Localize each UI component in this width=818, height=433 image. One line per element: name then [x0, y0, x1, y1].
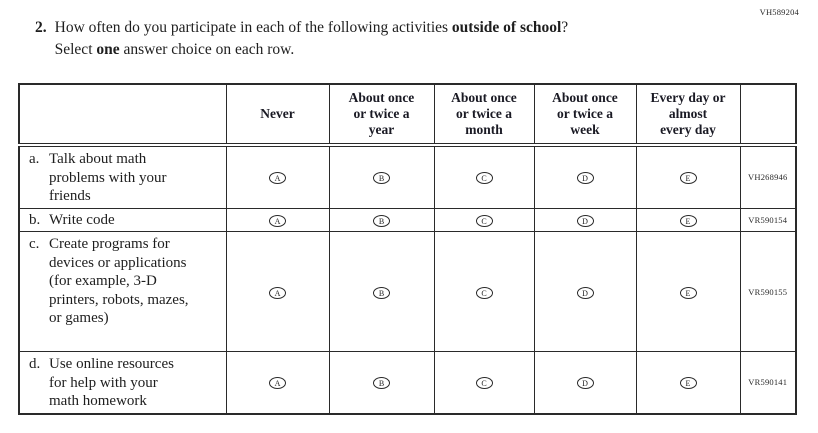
- column-header-week: About once or twice a week: [533, 83, 637, 147]
- choice-cell-month: C: [433, 207, 535, 232]
- row-letter: a.: [29, 151, 40, 167]
- answer-bubble-b-week[interactable]: D: [576, 214, 594, 227]
- choice-cell-month: C: [433, 144, 535, 209]
- item-code: VR590141: [739, 351, 797, 414]
- answer-bubble-b-daily[interactable]: E: [679, 214, 697, 227]
- column-header-year: About once or twice a year: [328, 83, 435, 147]
- choice-cell-daily: E: [635, 144, 741, 209]
- row-letter: b.: [29, 211, 41, 228]
- answer-bubble-a-month[interactable]: C: [475, 172, 493, 185]
- question-block: 2. How often do you participate in each …: [35, 17, 735, 61]
- row-letter: c.: [29, 236, 40, 252]
- column-header-never: Never: [225, 83, 330, 147]
- column-header-month: About once or twice a month: [433, 83, 535, 147]
- choice-cell-never: A: [225, 231, 330, 352]
- answer-bubble-d-week[interactable]: D: [576, 377, 594, 390]
- answer-bubble-c-never[interactable]: A: [269, 286, 286, 299]
- row-label: Write code: [49, 211, 115, 228]
- row-label-cell: d. Use online resources for help with yo…: [18, 351, 227, 414]
- row-label-cell: c. Create programs for devices or applic…: [18, 231, 227, 352]
- choice-cell-never: A: [225, 144, 330, 209]
- answer-bubble-d-month[interactable]: C: [475, 377, 493, 390]
- row-label-cell: a. Talk about math problems with your fr…: [18, 144, 227, 209]
- answer-bubble-b-year[interactable]: B: [373, 214, 390, 227]
- item-code: VR590155: [739, 231, 797, 352]
- choice-cell-daily: E: [635, 231, 741, 352]
- row-label: Create programs for devices or applicati…: [49, 236, 189, 326]
- column-header-item: [18, 83, 227, 147]
- answer-bubble-c-year[interactable]: B: [373, 286, 390, 299]
- item-code: VH268946: [739, 144, 797, 209]
- response-grid: Never About once or twice a year About o…: [18, 83, 797, 415]
- item-code: VR590154: [739, 207, 797, 232]
- choice-cell-week: D: [533, 144, 637, 209]
- table-row-a: a. Talk about math problems with your fr…: [18, 144, 797, 209]
- answer-bubble-b-never[interactable]: A: [269, 214, 286, 227]
- answer-bubble-b-month[interactable]: C: [475, 214, 493, 227]
- question-line1-pre: How often do you participate in each of …: [54, 19, 452, 36]
- question-line2-bold: one: [96, 41, 120, 58]
- table-row-c: c. Create programs for devices or applic…: [18, 231, 797, 352]
- choice-cell-year: B: [328, 231, 435, 352]
- choice-cell-daily: E: [635, 351, 741, 414]
- row-label: Talk about math problems with your frien…: [49, 151, 167, 204]
- choice-cell-year: B: [328, 351, 435, 414]
- table-row-d: d. Use online resources for help with yo…: [18, 351, 797, 414]
- answer-bubble-d-never[interactable]: A: [269, 377, 286, 390]
- answer-bubble-c-week[interactable]: D: [576, 286, 594, 299]
- answer-bubble-a-daily[interactable]: E: [679, 172, 697, 185]
- answer-bubble-a-week[interactable]: D: [576, 172, 594, 185]
- row-label-cell: b. Write code: [18, 207, 227, 232]
- column-header-daily: Every day or almost every day: [635, 83, 741, 147]
- table-row-b: b. Write code A B C D E VR590154: [18, 207, 797, 232]
- question-text: How often do you participate in each of …: [55, 17, 569, 61]
- choice-cell-year: B: [328, 207, 435, 232]
- choice-cell-year: B: [328, 144, 435, 209]
- row-letter: d.: [29, 356, 41, 372]
- header-row: Never About once or twice a year About o…: [18, 83, 797, 147]
- choice-cell-week: D: [533, 207, 637, 232]
- column-header-code: [739, 83, 797, 147]
- question-line-2: Select one answer choice on each row.: [55, 39, 569, 61]
- row-label: Use online resources for help with your …: [49, 356, 174, 409]
- answer-bubble-d-year[interactable]: B: [373, 377, 390, 390]
- question-line1-post: ?: [561, 19, 569, 36]
- answer-bubble-a-never[interactable]: A: [269, 172, 286, 185]
- question-number: 2.: [35, 19, 47, 36]
- answer-bubble-d-daily[interactable]: E: [679, 377, 697, 390]
- question-line-1: How often do you participate in each of …: [55, 17, 569, 39]
- choice-cell-daily: E: [635, 207, 741, 232]
- question-line2-pre: Select: [54, 41, 97, 58]
- choice-cell-week: D: [533, 351, 637, 414]
- choice-cell-never: A: [225, 351, 330, 414]
- page-accession-code: VH589204: [759, 7, 799, 17]
- answer-bubble-a-year[interactable]: B: [373, 172, 390, 185]
- choice-cell-month: C: [433, 231, 535, 352]
- question-line2-post: answer choice on each row.: [119, 41, 295, 58]
- answer-bubble-c-month[interactable]: C: [475, 286, 493, 299]
- question-line1-bold: outside of school: [451, 19, 562, 36]
- answer-bubble-c-daily[interactable]: E: [679, 286, 697, 299]
- choice-cell-week: D: [533, 231, 637, 352]
- choice-cell-month: C: [433, 351, 535, 414]
- choice-cell-never: A: [225, 207, 330, 232]
